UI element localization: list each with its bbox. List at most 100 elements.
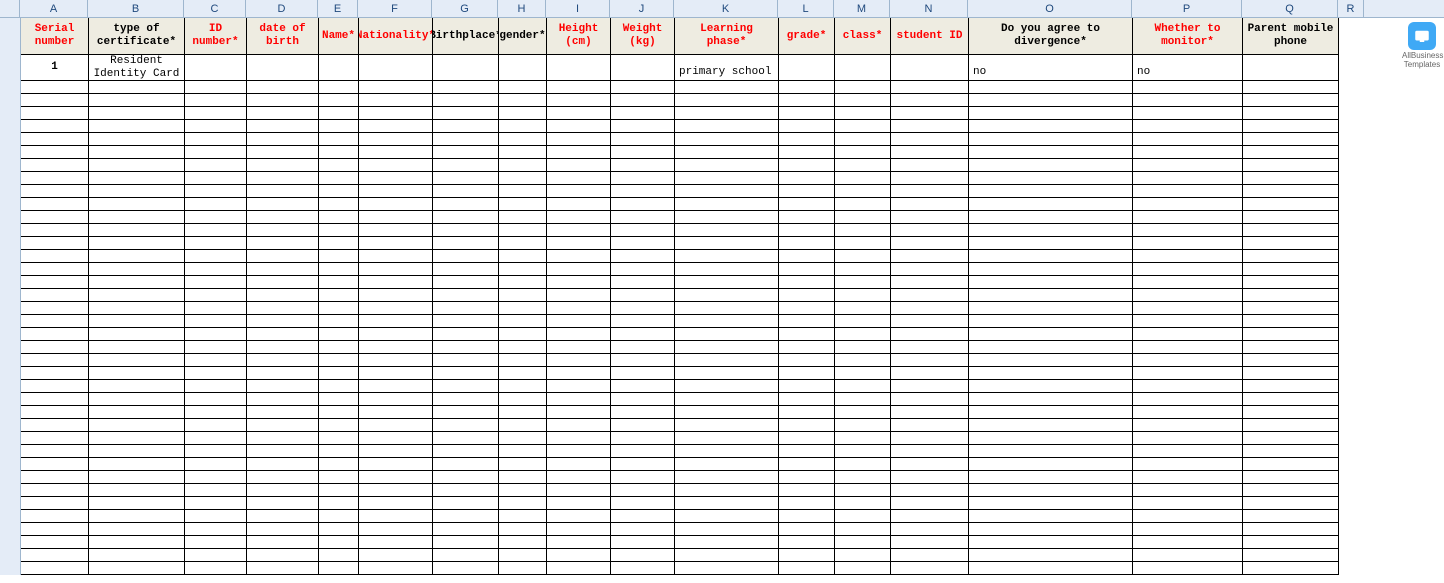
cell-K-21[interactable] (675, 328, 779, 341)
empty-row[interactable] (21, 94, 1339, 107)
cell-K-15[interactable] (675, 250, 779, 263)
cell-Q-4[interactable] (1243, 107, 1339, 120)
cell-D-6[interactable] (247, 133, 319, 146)
cell-A-37[interactable] (21, 536, 89, 549)
cell-O-31[interactable] (969, 458, 1133, 471)
empty-row[interactable] (21, 289, 1339, 302)
cell-I-35[interactable] (547, 510, 611, 523)
select-all-corner[interactable] (0, 0, 20, 17)
cell-H-28[interactable] (499, 419, 547, 432)
cell-C-31[interactable] (185, 458, 247, 471)
cell-C-18[interactable] (185, 289, 247, 302)
cell-F-6[interactable] (359, 133, 433, 146)
cell-Q-32[interactable] (1243, 471, 1339, 484)
cell-C-5[interactable] (185, 120, 247, 133)
cell-I-20[interactable] (547, 315, 611, 328)
cell-F-16[interactable] (359, 263, 433, 276)
cell-L-22[interactable] (779, 341, 835, 354)
cell-I-5[interactable] (547, 120, 611, 133)
cell-E-13[interactable] (319, 224, 359, 237)
cell-N-15[interactable] (891, 250, 969, 263)
cell-J-23[interactable] (611, 354, 675, 367)
empty-row[interactable] (21, 484, 1339, 497)
cell-E-12[interactable] (319, 211, 359, 224)
cell-C-37[interactable] (185, 536, 247, 549)
col-letter-B[interactable]: B (88, 0, 184, 17)
cell-F-34[interactable] (359, 497, 433, 510)
cell-M-27[interactable] (835, 406, 891, 419)
cell-J-27[interactable] (611, 406, 675, 419)
cell-O-24[interactable] (969, 367, 1133, 380)
empty-row[interactable] (21, 549, 1339, 562)
cell-G-13[interactable] (433, 224, 499, 237)
cell-F-36[interactable] (359, 523, 433, 536)
cell-C-35[interactable] (185, 510, 247, 523)
cell-Q-7[interactable] (1243, 146, 1339, 159)
cell-O-38[interactable] (969, 549, 1133, 562)
cell-M-33[interactable] (835, 484, 891, 497)
cell-D-36[interactable] (247, 523, 319, 536)
cell-K-1[interactable]: primary school (675, 55, 779, 81)
cell-O-7[interactable] (969, 146, 1133, 159)
cell-A-27[interactable] (21, 406, 89, 419)
cell-E-26[interactable] (319, 393, 359, 406)
cell-J-24[interactable] (611, 367, 675, 380)
empty-row[interactable] (21, 354, 1339, 367)
cell-J-16[interactable] (611, 263, 675, 276)
cell-B-13[interactable] (89, 224, 185, 237)
cell-F-21[interactable] (359, 328, 433, 341)
cell-B-38[interactable] (89, 549, 185, 562)
cell-P-10[interactable] (1133, 185, 1243, 198)
cell-M-24[interactable] (835, 367, 891, 380)
cell-C-17[interactable] (185, 276, 247, 289)
empty-row[interactable] (21, 133, 1339, 146)
cell-J-21[interactable] (611, 328, 675, 341)
cell-D-27[interactable] (247, 406, 319, 419)
cell-K-19[interactable] (675, 302, 779, 315)
cell-D-1[interactable] (247, 55, 319, 81)
cell-L-39[interactable] (779, 562, 835, 575)
cell-P-7[interactable] (1133, 146, 1243, 159)
cell-M-8[interactable] (835, 159, 891, 172)
cell-H-17[interactable] (499, 276, 547, 289)
cell-F-11[interactable] (359, 198, 433, 211)
cell-Q-21[interactable] (1243, 328, 1339, 341)
cell-A-32[interactable] (21, 471, 89, 484)
cell-K-14[interactable] (675, 237, 779, 250)
cell-B-39[interactable] (89, 562, 185, 575)
cell-C-9[interactable] (185, 172, 247, 185)
cell-N-28[interactable] (891, 419, 969, 432)
cell-H-24[interactable] (499, 367, 547, 380)
cell-A-8[interactable] (21, 159, 89, 172)
empty-row[interactable] (21, 315, 1339, 328)
cell-I-23[interactable] (547, 354, 611, 367)
cell-H-22[interactable] (499, 341, 547, 354)
cell-A-28[interactable] (21, 419, 89, 432)
empty-row[interactable] (21, 185, 1339, 198)
cell-D-11[interactable] (247, 198, 319, 211)
header-E[interactable]: Name* (319, 18, 359, 55)
cell-M-3[interactable] (835, 94, 891, 107)
cell-J-37[interactable] (611, 536, 675, 549)
cell-H-23[interactable] (499, 354, 547, 367)
cell-E-14[interactable] (319, 237, 359, 250)
cell-B-20[interactable] (89, 315, 185, 328)
cell-O-13[interactable] (969, 224, 1133, 237)
cell-L-16[interactable] (779, 263, 835, 276)
cell-C-2[interactable] (185, 81, 247, 94)
cell-K-18[interactable] (675, 289, 779, 302)
cell-L-12[interactable] (779, 211, 835, 224)
cell-B-33[interactable] (89, 484, 185, 497)
cell-K-32[interactable] (675, 471, 779, 484)
cell-A-10[interactable] (21, 185, 89, 198)
cell-H-12[interactable] (499, 211, 547, 224)
empty-row[interactable] (21, 172, 1339, 185)
cell-H-39[interactable] (499, 562, 547, 575)
cell-M-14[interactable] (835, 237, 891, 250)
cell-O-21[interactable] (969, 328, 1133, 341)
cell-L-34[interactable] (779, 497, 835, 510)
cell-M-13[interactable] (835, 224, 891, 237)
cell-H-16[interactable] (499, 263, 547, 276)
cell-N-3[interactable] (891, 94, 969, 107)
cell-F-24[interactable] (359, 367, 433, 380)
